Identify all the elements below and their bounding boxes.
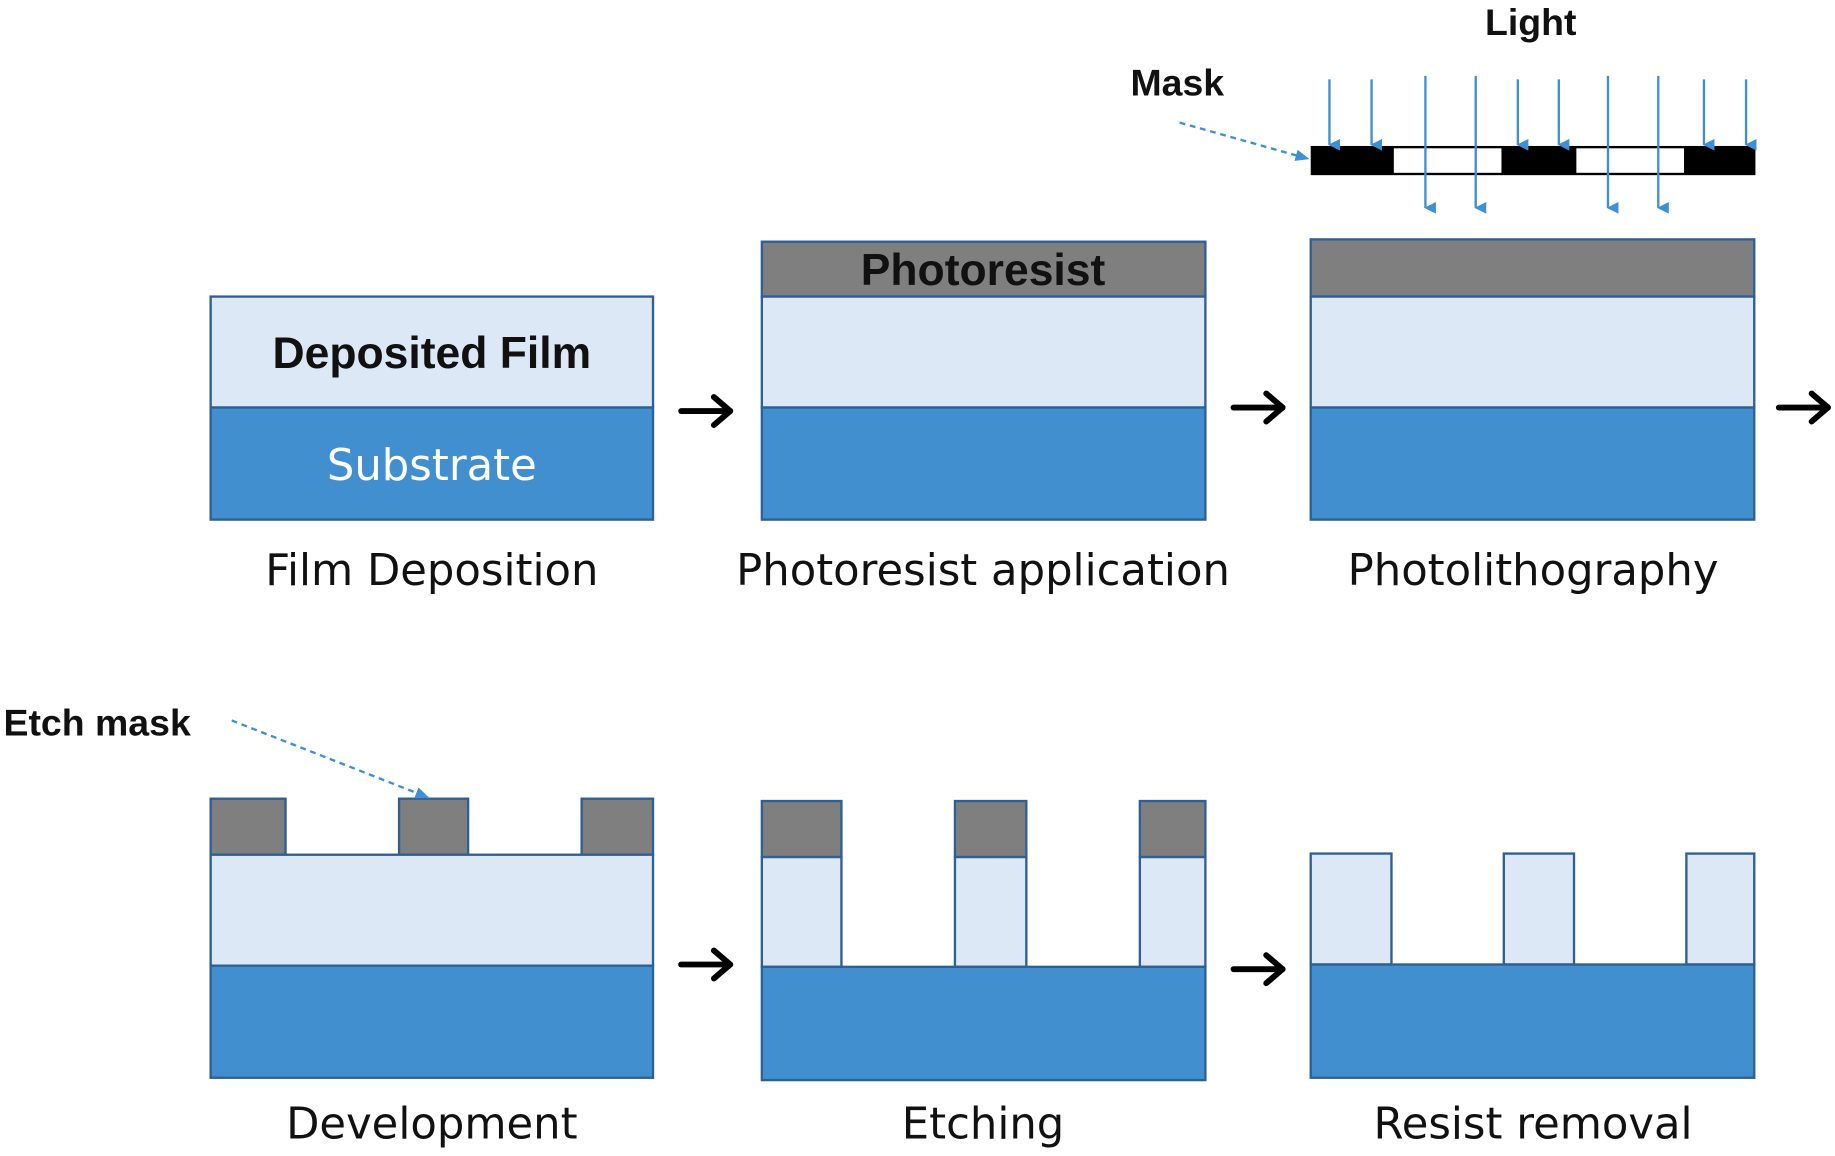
- etch-mask-block: [209, 797, 287, 856]
- photoresist-text: Photoresist: [861, 246, 1106, 295]
- step-development: Development Etch mask: [4, 702, 655, 1150]
- substrate-layer: [209, 964, 655, 1079]
- mask-pointer-arrow: [1179, 121, 1310, 161]
- step-label: Photolithography: [1348, 546, 1719, 596]
- film-pillar: [1309, 852, 1393, 966]
- film-pillar: [1685, 852, 1756, 966]
- etch-mask-block: [1138, 799, 1207, 859]
- arrow-right-icon: [1230, 952, 1286, 987]
- step-film-deposition: Deposited Film Substrate Film Deposition: [209, 295, 655, 596]
- step-label: Etching: [902, 1100, 1065, 1150]
- step-label: Resist removal: [1374, 1100, 1693, 1150]
- substrate-layer: [1309, 963, 1756, 1079]
- deposited-film-layer: [209, 295, 655, 409]
- step-resist-removal: Resist removal: [1309, 852, 1756, 1150]
- etch-mask-block: [760, 799, 843, 859]
- film-pillar: [953, 855, 1028, 969]
- process-arrows: [678, 390, 1831, 987]
- arrow-right-icon: [678, 394, 734, 428]
- photoresist-layer: [1309, 238, 1756, 298]
- film-layer: [209, 853, 655, 967]
- substrate-layer: [760, 965, 1207, 1082]
- step-photolithography: Photolithography Light Mask: [1130, 1, 1757, 596]
- step-etching: Etching: [760, 799, 1207, 1150]
- step-label: Photoresist application: [736, 546, 1230, 596]
- substrate-layer: [209, 406, 655, 521]
- deposited-film-text: Deposited Film: [273, 329, 592, 378]
- photomask: [1310, 145, 1756, 176]
- step-label: Film Deposition: [265, 546, 598, 596]
- etch-mask-block: [953, 799, 1028, 859]
- film-pillar: [760, 855, 843, 969]
- substrate-layer: [760, 406, 1207, 521]
- substrate-layer: [1309, 406, 1756, 521]
- substrate-text: Substrate: [327, 441, 537, 491]
- etch-mask-block: [580, 797, 655, 856]
- step-label: Development: [286, 1100, 577, 1150]
- film-layer: [760, 295, 1207, 409]
- arrow-right-icon: [1230, 390, 1286, 425]
- film-layer: [1309, 295, 1756, 409]
- step-photoresist-application: Photoresist Photoresist application: [736, 240, 1230, 596]
- etch-mask-pointer-arrow: [231, 719, 430, 799]
- light-label: Light: [1485, 1, 1576, 43]
- arrow-right-icon: [678, 947, 734, 982]
- film-pillar: [1502, 852, 1576, 966]
- arrow-right-icon: [1775, 390, 1831, 425]
- light-rays: [1328, 75, 1757, 214]
- etch-mask-block: [397, 797, 470, 856]
- etch-mask-label: Etch mask: [4, 702, 191, 744]
- mask-label: Mask: [1130, 62, 1224, 104]
- film-pillar: [1138, 855, 1207, 969]
